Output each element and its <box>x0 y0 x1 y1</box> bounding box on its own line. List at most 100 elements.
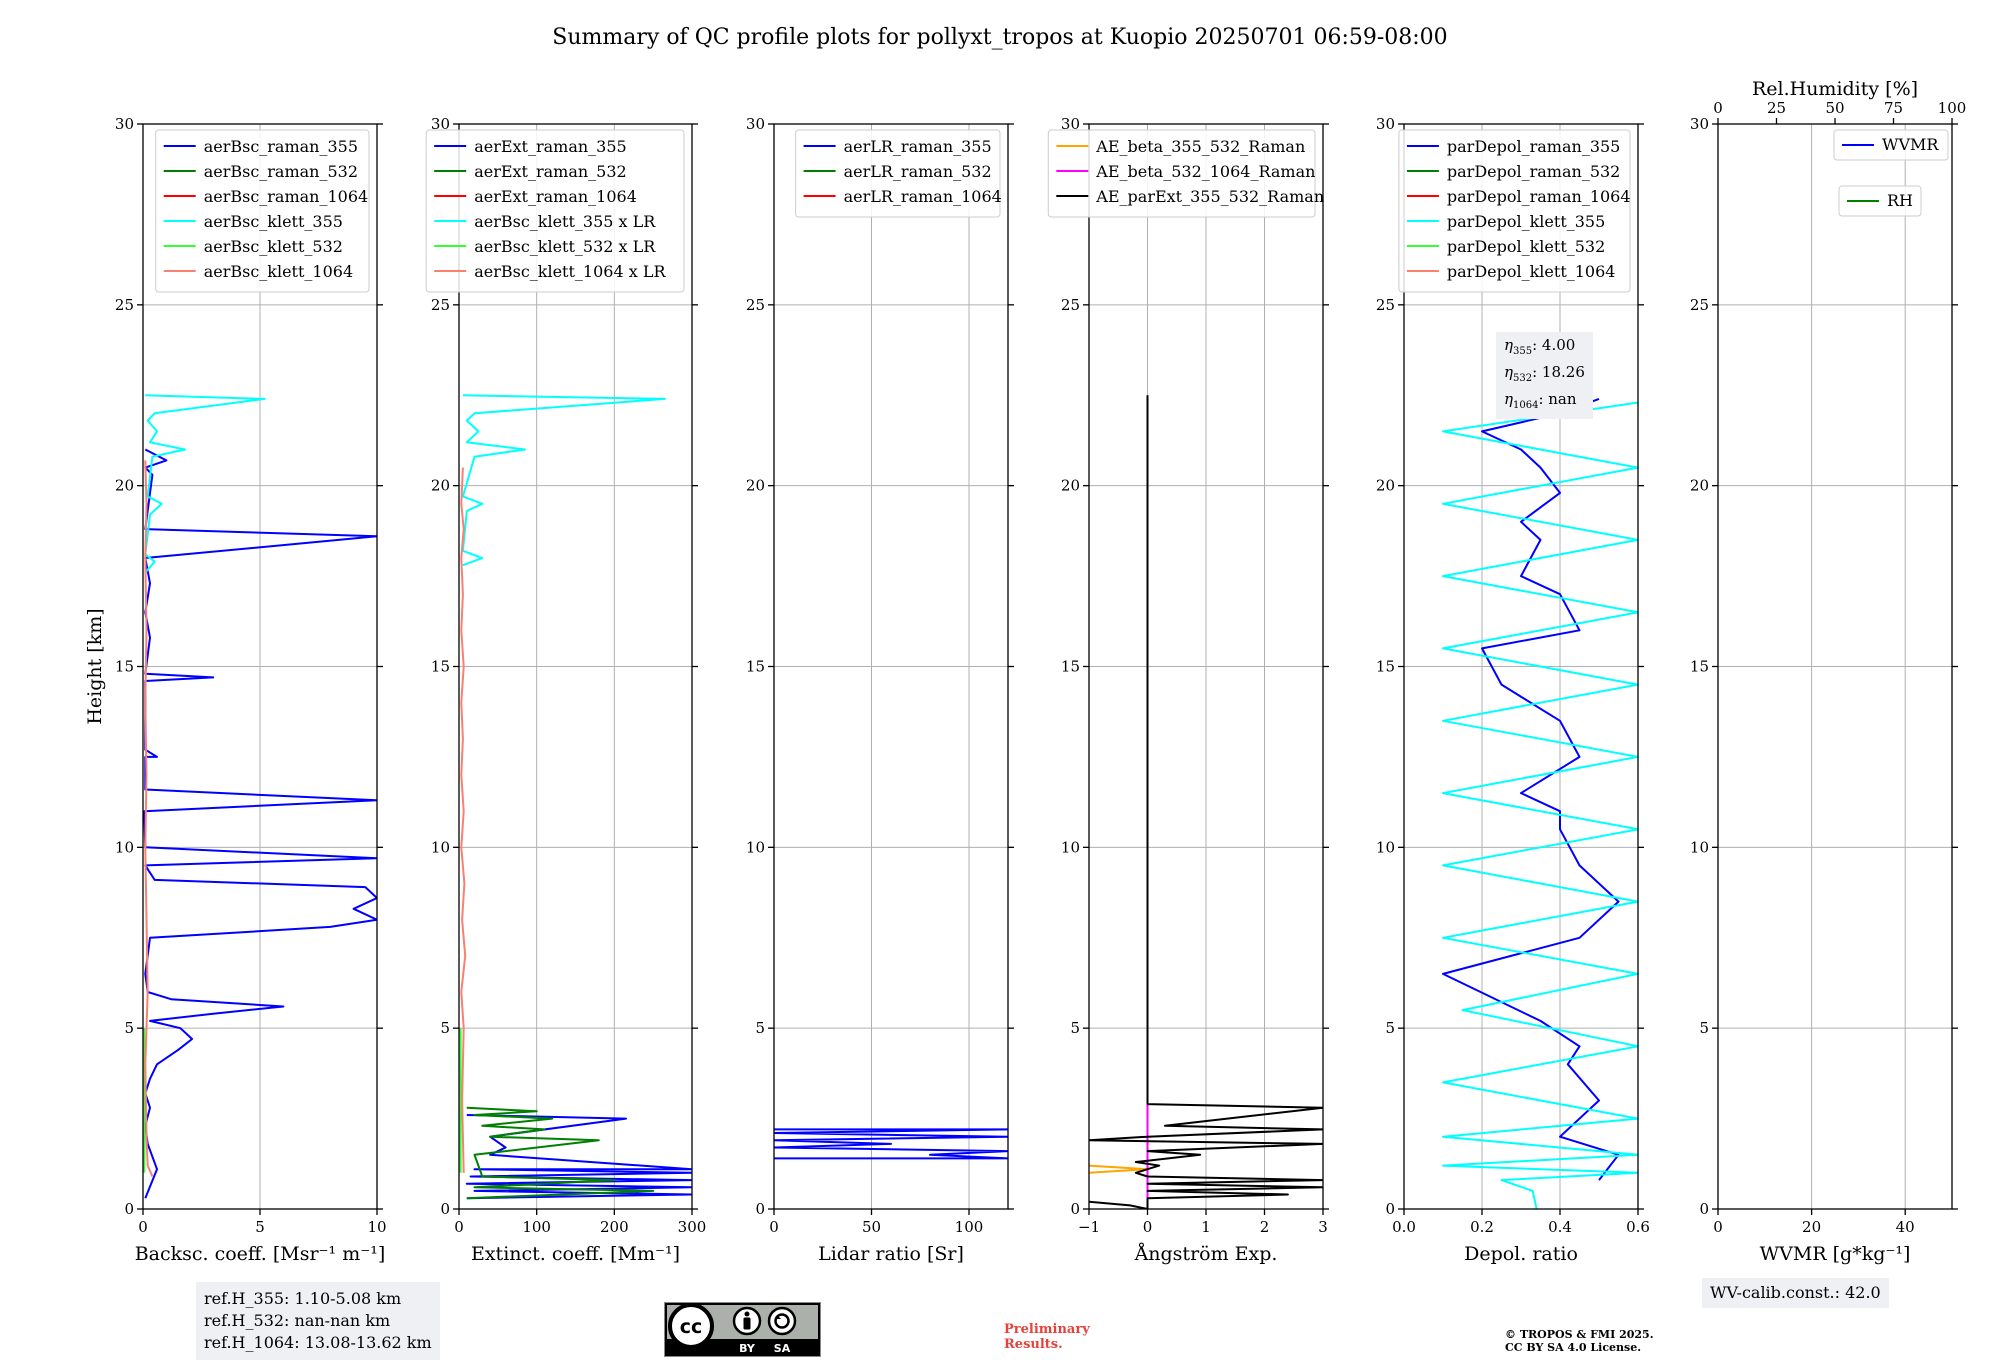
legend-label: aerLR_raman_355 <box>844 137 992 156</box>
legend-label: parDepol_raman_355 <box>1447 137 1620 156</box>
legend-label: aerBsc_klett_532 x LR <box>474 237 656 256</box>
y-tick-label: 15 <box>1690 658 1709 676</box>
x-tick-label: 100 <box>522 1218 551 1236</box>
y-tick-label: 20 <box>746 477 765 495</box>
y-tick-label: 5 <box>1385 1019 1395 1037</box>
legend-label: parDepol_raman_532 <box>1447 162 1620 181</box>
x-tick-label: 0.2 <box>1470 1218 1494 1236</box>
series-line-aerbsc-klett-355-x-lr <box>461 394 666 567</box>
legend-label: aerBsc_klett_355 x LR <box>474 212 656 231</box>
series-line-aerbsc-klett-1064 <box>144 460 154 1177</box>
series-group <box>143 394 377 1199</box>
y-tick-label: 25 <box>431 296 450 314</box>
legend-box <box>795 129 1001 218</box>
legend-label: aerLR_raman_1064 <box>844 187 1002 206</box>
series-line-aerbsc-klett-1064-x-lr <box>460 467 467 1173</box>
y-tick-label: 25 <box>115 296 134 314</box>
y-tick-label: 5 <box>1699 1019 1709 1037</box>
y-tick-label: 10 <box>115 838 134 856</box>
series-line-ae-parext-355-532-raman <box>1089 395 1323 1209</box>
series-group <box>1089 395 1323 1209</box>
panel-lr: 0 5 10 15 20 25 30 0 50 100 Lidar ratio [Sr] aerLR_… <box>746 115 1014 1265</box>
legend-label: aerBsc_klett_1064 <box>204 262 353 281</box>
license-badge: cc BY SA <box>664 1302 821 1357</box>
legend-label: aerBsc_klett_1064 x LR <box>474 262 666 281</box>
x-tick-label: 100 <box>955 1218 984 1236</box>
legend-label: WVMR <box>1882 135 1939 154</box>
refh-1064-text: ref.H_1064: 13.08-13.62 km <box>204 1333 432 1352</box>
legend-label: aerBsc_raman_532 <box>204 162 358 181</box>
y-tick-label: 30 <box>746 115 765 133</box>
x-tick-label: 0 <box>769 1218 779 1236</box>
legend-box <box>425 129 685 293</box>
sa-icon <box>767 1306 797 1336</box>
y-tick-label: 0 <box>1385 1200 1395 1218</box>
y-tick-label: 15 <box>1061 658 1080 676</box>
x-tick-label: 200 <box>600 1218 629 1236</box>
top-axis-label: Rel.Humidity [%] <box>1752 78 1918 100</box>
by-icon <box>732 1306 762 1336</box>
legend-box <box>1047 129 1316 218</box>
y-tick-label: 0 <box>755 1200 765 1218</box>
legend-label: parDepol_klett_355 <box>1447 212 1605 231</box>
eta-box: η355: 4.00 η532: 18.26 η1064: nan <box>1496 332 1593 419</box>
svg-text:cc: cc <box>680 1316 703 1338</box>
y-axis-label: Height [km] <box>84 608 106 724</box>
x-axis-label: Backsc. coeff. [Msr⁻¹ m⁻¹] <box>135 1243 386 1265</box>
series-group <box>774 1128 1008 1160</box>
y-tick-label: 5 <box>440 1019 450 1037</box>
x-tick-label: 2 <box>1260 1218 1270 1236</box>
series-line-aerlr-raman-355 <box>774 1128 1008 1160</box>
wv-calib-box: WV-calib.const.: 42.0 <box>1702 1278 1889 1308</box>
x-tick-label: 0 <box>1143 1218 1153 1236</box>
panel-bsc: 0 5 10 15 20 25 30 0 5 10 Backsc. coeff. [Msr⁻¹ m⁻… <box>84 115 387 1265</box>
y-tick-label: 0 <box>1699 1200 1709 1218</box>
y-tick-label: 5 <box>755 1019 765 1037</box>
y-tick-label: 25 <box>1376 296 1395 314</box>
y-tick-label: 10 <box>1061 838 1080 856</box>
x-axis-label: Extinct. coeff. [Mm⁻¹] <box>471 1243 680 1265</box>
x-tick-label: 0.6 <box>1626 1218 1650 1236</box>
legend-label: parDepol_raman_1064 <box>1447 187 1631 206</box>
x-tick-label: 0 <box>454 1218 464 1236</box>
y-tick-label: 15 <box>115 658 134 676</box>
y-tick-label: 25 <box>746 296 765 314</box>
y-tick-label: 20 <box>1376 477 1395 495</box>
y-tick-label: 5 <box>1070 1019 1080 1037</box>
eta-1064-text: η1064: nan <box>1504 390 1577 411</box>
legend-label: AE_beta_532_1064_Raman <box>1095 162 1315 181</box>
legend-label: aerExt_raman_1064 <box>474 187 637 206</box>
x-tick-label: 0.0 <box>1392 1218 1416 1236</box>
x-tick-label: −1 <box>1078 1218 1100 1236</box>
legend-label: parDepol_klett_1064 <box>1447 262 1616 281</box>
legend: aerLR_raman_355 aerLR_raman_532 aerLR_rama… <box>795 129 1002 218</box>
y-tick-label: 25 <box>1690 296 1709 314</box>
x-axis-label: Ångström Exp. <box>1134 1243 1278 1265</box>
legend-label: aerExt_raman_355 <box>474 137 627 156</box>
refh-355-text: ref.H_355: 1.10-5.08 km <box>204 1289 402 1308</box>
legend-label: aerBsc_klett_355 <box>204 212 343 231</box>
by-label: BY <box>739 1342 756 1355</box>
legend: aerExt_raman_355 aerExt_raman_532 aerExt_r… <box>425 129 685 293</box>
series-line-aerbsc-klett-355 <box>144 394 266 574</box>
legend-box <box>1833 129 1949 161</box>
series-group <box>1442 397 1638 1209</box>
legend: WVMR RH <box>1833 129 1949 217</box>
y-tick-label: 15 <box>746 658 765 676</box>
reference-height-box: ref.H_355: 1.10-5.08 km ref.H_532: nan-n… <box>196 1282 440 1360</box>
y-tick-label: 20 <box>115 477 134 495</box>
refh-532-text: ref.H_532: nan-nan km <box>204 1311 391 1330</box>
series-line-aerbsc-raman-355 <box>143 448 377 1199</box>
y-tick-label: 20 <box>1690 477 1709 495</box>
y-tick-label: 15 <box>1376 658 1395 676</box>
legend-label: aerLR_raman_532 <box>844 162 992 181</box>
x-tick-label: 5 <box>255 1218 265 1236</box>
x-tick-label: 0 <box>1713 1218 1723 1236</box>
y-tick-label: 30 <box>431 115 450 133</box>
x-axis-label: Depol. ratio <box>1464 1243 1578 1265</box>
x-tick-label: 0.4 <box>1548 1218 1572 1236</box>
series-line-aerext-raman-532 <box>466 1106 655 1200</box>
preliminary-results-label: Preliminary Results. <box>1004 1322 1090 1352</box>
x-tick-label: 20 <box>1802 1218 1821 1236</box>
